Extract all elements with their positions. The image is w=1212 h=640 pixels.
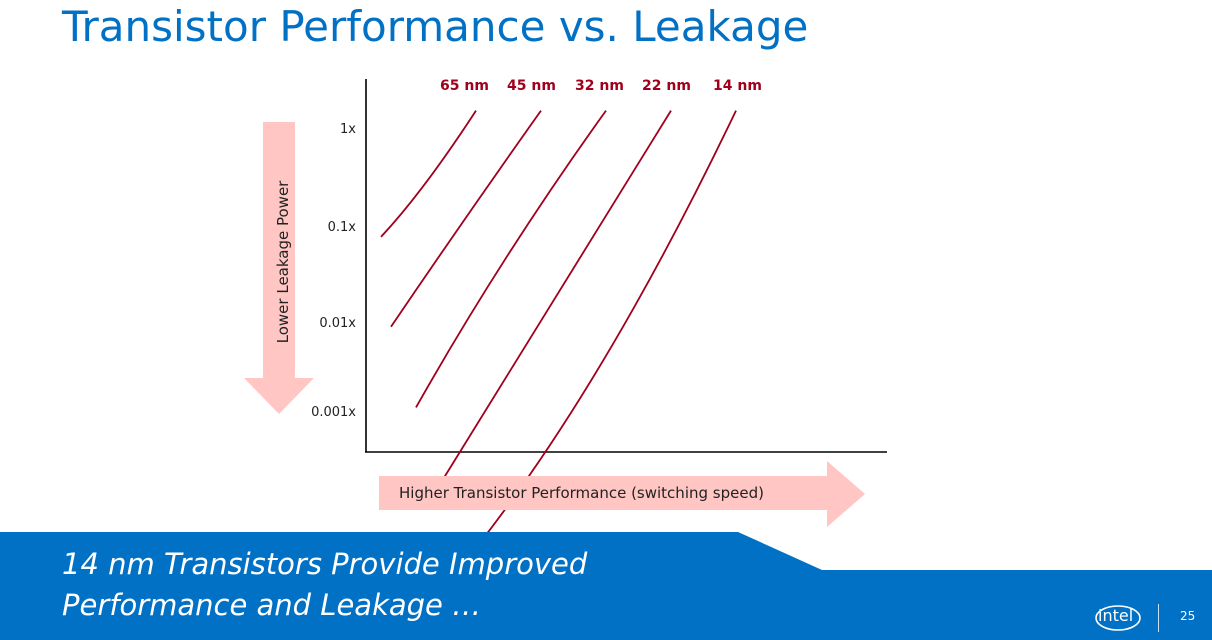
y-tick-label: 1x [340,122,356,137]
slide-title: Transistor Performance vs. Leakage [62,2,809,51]
x-axis-label: Higher Transistor Performance (switching… [399,484,764,502]
series-line-65nm [380,110,477,238]
y-axis-label: Lower Leakage Power [274,180,292,344]
bottom-banner [0,532,1212,640]
series-line-22nm [435,110,672,492]
logo-text: intel [1098,606,1134,625]
series-label-22nm: 22 nm [642,78,691,94]
banner-message: 14 nm Transistors Provide Improved Perfo… [62,544,587,626]
y-tick-label: 0.001x [311,405,356,420]
series-label-65nm: 65 nm [440,78,489,94]
series-label-14nm: 14 nm [713,78,762,94]
intel-logo-icon [1095,605,1141,631]
series-line-45nm [390,110,542,328]
y-tick-label: 0.01x [319,316,356,331]
right-arrow-icon [379,461,865,527]
down-arrow-icon [244,122,314,416]
banner-line-2: Performance and Leakage … [62,588,482,622]
page-number: 25 [1180,609,1196,623]
series-label-32nm: 32 nm [575,78,624,94]
y-tick-label: 0.1x [327,220,356,235]
series-line-32nm [415,110,607,408]
logo-divider [1158,604,1159,632]
banner-line-1: 14 nm Transistors Provide Improved [62,547,588,581]
series-label-45nm: 45 nm [507,78,556,94]
